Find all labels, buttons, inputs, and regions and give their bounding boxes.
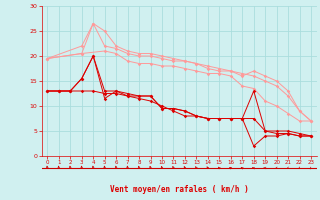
Text: Vent moyen/en rafales ( km/h ): Vent moyen/en rafales ( km/h ) xyxy=(110,186,249,194)
